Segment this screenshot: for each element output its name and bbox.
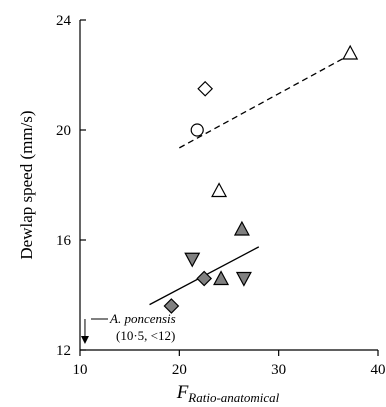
annotation-values: (10·5, <12) xyxy=(116,328,175,343)
data-point-triangle-down xyxy=(235,271,252,287)
y-tick-label: 20 xyxy=(56,123,71,139)
plot-area xyxy=(79,20,378,351)
y-tick-label: 24 xyxy=(56,13,72,29)
x-tick-label: 30 xyxy=(271,362,286,378)
annotation-arrow-head xyxy=(80,336,89,344)
y-tick-label: 12 xyxy=(56,343,71,359)
data-point-triangle-up xyxy=(213,270,230,286)
data-point-triangle-down xyxy=(184,252,201,268)
data-point-triangle-up xyxy=(211,182,228,198)
x-axis-title-main: F xyxy=(176,382,189,403)
data-point-diamond xyxy=(197,80,214,97)
annotation: A. poncensis (10·5, <12) xyxy=(80,311,176,344)
data-point-triangle-up xyxy=(342,44,359,60)
x-axis-ticks: 10 20 30 40 xyxy=(73,350,386,378)
data-point-diamond xyxy=(196,270,213,287)
y-axis-title: Dewlap speed (mm/s) xyxy=(17,110,36,259)
data-point-diamond xyxy=(163,298,180,314)
regression-lines xyxy=(149,55,349,306)
dashed-regression-line xyxy=(179,55,349,149)
x-tick-label: 10 xyxy=(73,362,88,378)
x-tick-label: 40 xyxy=(371,362,386,378)
data-point-triangle-up xyxy=(233,220,250,236)
x-tick-label: 20 xyxy=(172,362,187,378)
annotation-name: A. poncensis xyxy=(109,311,176,326)
x-axis-title-subscript: Ratio-anatomical xyxy=(187,390,279,405)
x-axis-title: FRatio-anatomical xyxy=(176,382,280,405)
data-points xyxy=(163,44,359,314)
data-point-circle xyxy=(190,123,204,137)
y-tick-label: 16 xyxy=(56,233,72,249)
y-axis-ticks: 12 16 20 24 xyxy=(56,13,86,359)
